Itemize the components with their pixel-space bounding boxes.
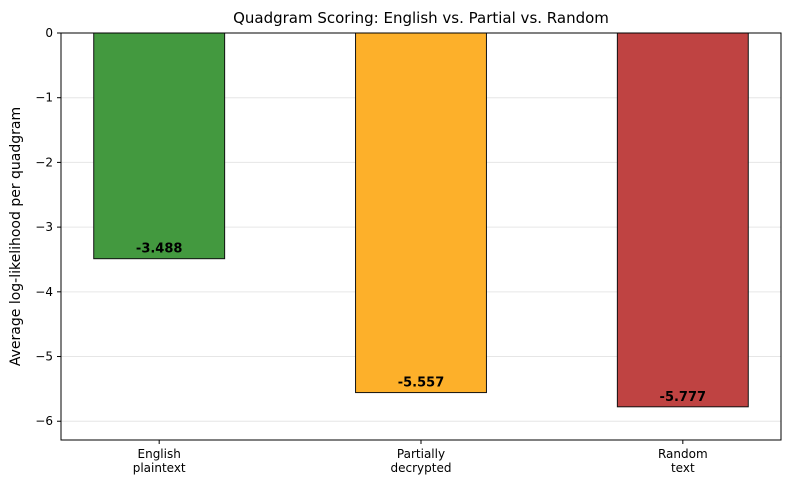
x-tick-label: Random text — [658, 447, 708, 475]
y-axis: 0 −1 −2 −3 −4 −5 −6 — [35, 26, 61, 428]
bar-value-label: -5.777 — [660, 390, 707, 405]
y-tick-label: −4 — [35, 285, 53, 299]
x-axis: English plaintext Partially decrypted Random… — [133, 440, 708, 475]
bar-value-label: -3.488 — [136, 242, 183, 257]
bars — [93, 32, 749, 408]
chart-title: Quadgram Scoring: English vs. Partial vs… — [233, 9, 609, 27]
bar — [355, 32, 487, 394]
data-labels: -3.488 -5.557 -5.777 — [136, 242, 706, 405]
y-tick-label: −5 — [35, 350, 53, 364]
y-tick-label: −1 — [35, 91, 53, 105]
y-tick-label: −6 — [35, 414, 53, 428]
y-tick-label: −2 — [35, 155, 53, 169]
x-tick-label: Partially decrypted — [391, 447, 452, 475]
y-axis-label: Average log-likelihood per quadgram — [8, 107, 24, 366]
y-tick-label: 0 — [45, 26, 53, 40]
bar-value-label: -5.557 — [398, 376, 445, 391]
x-tick-label: English plaintext — [133, 447, 186, 475]
bar — [93, 32, 226, 260]
y-tick-label: −3 — [35, 220, 53, 234]
bar — [616, 32, 749, 408]
